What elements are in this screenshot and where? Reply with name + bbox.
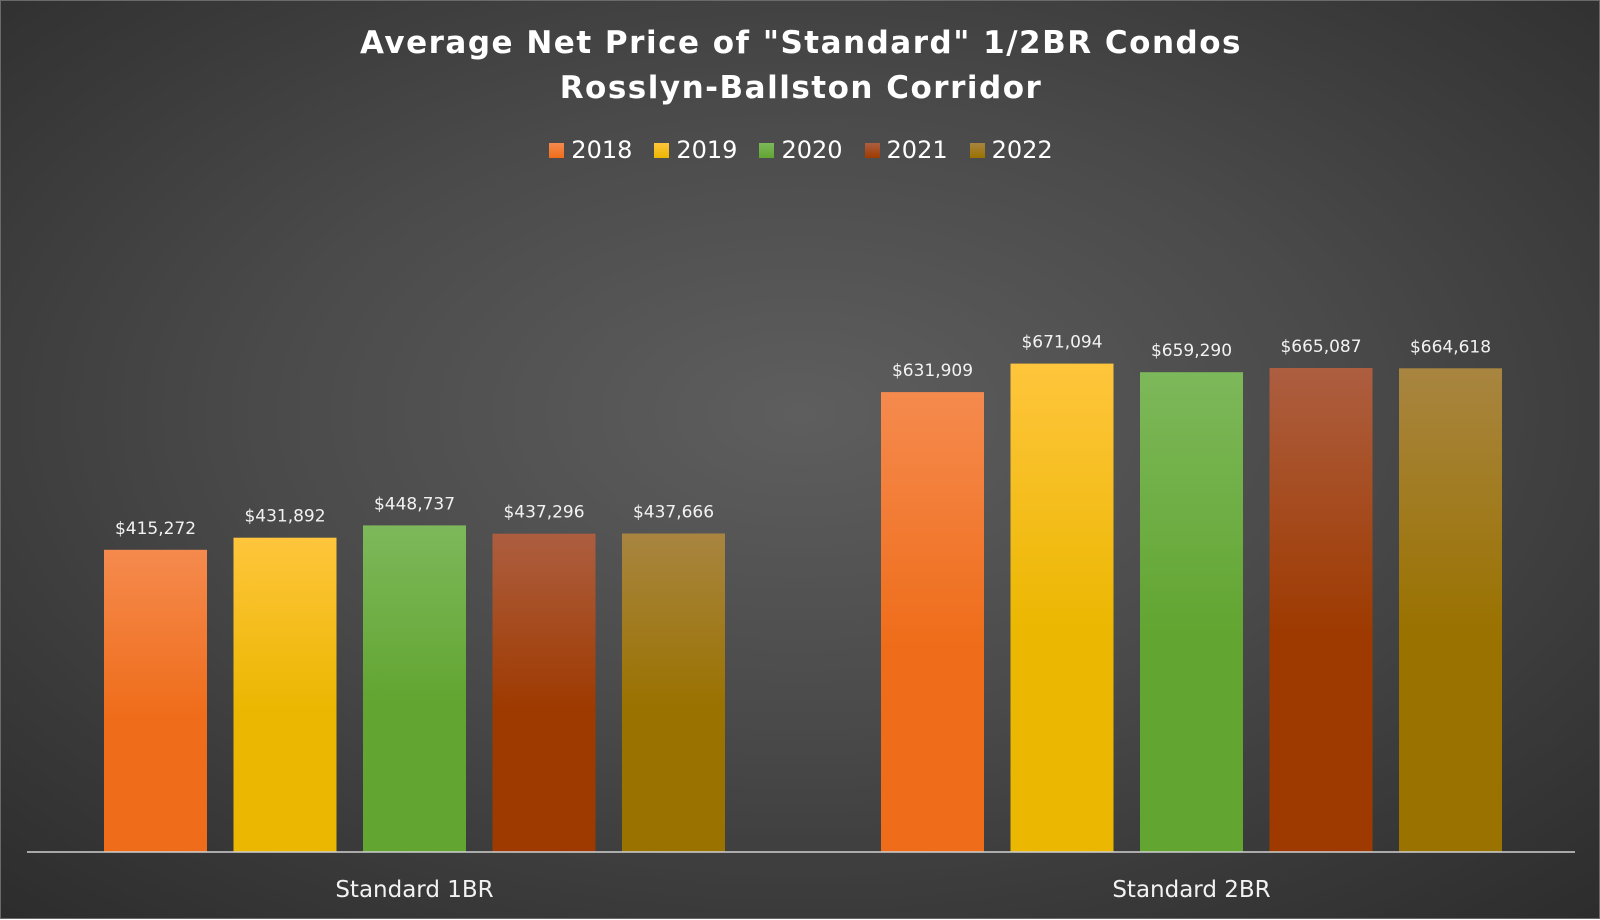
legend-swatch-2022	[969, 142, 985, 158]
bar-standard-1br-2022	[622, 533, 725, 852]
legend-item-2022: 2022	[969, 134, 1053, 166]
x-tick-label-standard-1br: Standard 1BR	[335, 877, 493, 903]
legend-swatch-2019	[654, 142, 670, 158]
bars-layer	[104, 363, 1502, 852]
data-label-standard-1br-2021: $437,296	[503, 503, 584, 523]
legend: 2018 2019 2020 2021 2022	[1, 134, 1600, 166]
chart-title: Average Net Price of "Standard" 1/2BR Co…	[1, 21, 1600, 111]
data-label-standard-2br-2018: $631,909	[892, 361, 973, 381]
labels-layer: $415,272 $431,892 $448,737 $437,296 $437,666…	[115, 333, 1491, 903]
data-label-standard-2br-2022: $664,618	[1410, 337, 1491, 357]
bar-standard-1br-2018	[104, 549, 207, 852]
bar-standard-2br-2020	[1140, 372, 1243, 852]
legend-label-2022: 2022	[991, 136, 1053, 164]
legend-item-2021: 2021	[864, 134, 948, 166]
legend-label-2018: 2018	[571, 136, 633, 164]
legend-item-2019: 2019	[654, 134, 737, 166]
x-tick-label-standard-2br: Standard 2BR	[1112, 877, 1270, 903]
bar-standard-2br-2019	[1010, 363, 1114, 852]
bar-standard-2br-2018	[881, 392, 984, 852]
bar-standard-1br-2019	[233, 537, 337, 852]
legend-swatch-2018	[549, 142, 565, 158]
legend-label-2019: 2019	[676, 136, 738, 164]
legend-item-2020: 2020	[759, 134, 843, 166]
data-label-standard-2br-2021: $665,087	[1280, 337, 1361, 357]
data-label-standard-1br-2018: $415,272	[115, 519, 196, 539]
legend-swatch-2020	[759, 142, 775, 158]
bar-standard-2br-2022	[1399, 368, 1502, 852]
legend-item-2018: 2018	[549, 134, 632, 166]
legend-label-2020: 2020	[781, 136, 843, 164]
data-label-standard-1br-2020: $448,737	[374, 494, 455, 514]
chart-title-line-1: Average Net Price of "Standard" 1/2BR Co…	[360, 25, 1242, 61]
legend-label-2021: 2021	[886, 136, 948, 164]
data-label-standard-1br-2019: $431,892	[244, 507, 325, 527]
chart-title-line-2: Rosslyn-Ballston Corridor	[559, 70, 1043, 106]
bar-standard-2br-2021	[1269, 368, 1373, 852]
data-label-standard-2br-2019: $671,094	[1021, 333, 1102, 353]
data-label-standard-2br-2020: $659,290	[1151, 341, 1232, 361]
data-label-standard-1br-2022: $437,666	[633, 503, 714, 523]
legend-swatch-2021	[864, 142, 880, 158]
bar-standard-1br-2021	[492, 533, 596, 852]
bar-standard-1br-2020	[363, 525, 466, 852]
